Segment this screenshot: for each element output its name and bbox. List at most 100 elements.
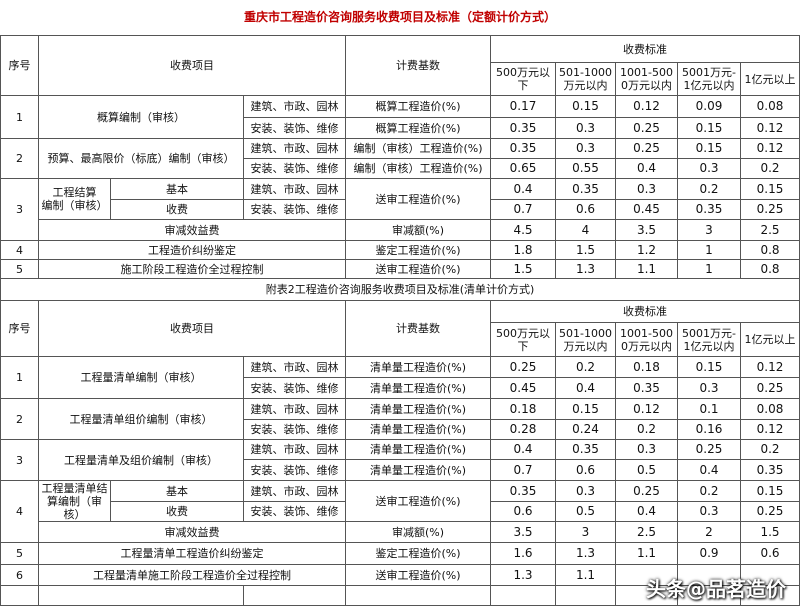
cell: 1 (677, 259, 741, 279)
cell: 2.5 (615, 521, 678, 543)
cell: 0.35 (677, 199, 741, 220)
cell: 0.45 (490, 377, 556, 399)
table-title: 重庆市工程造价咨询服务收费项目及标准（定额计价方式） (243, 10, 556, 24)
cell: 建筑、市政、园林 (243, 398, 346, 420)
cell: 工程结算 编制（审核） (38, 178, 111, 220)
cell: 1.1 (555, 564, 616, 586)
cell: 建筑、市政、园林 (243, 138, 346, 159)
cell: 0.25 (615, 480, 678, 502)
cell: 0.15 (677, 138, 741, 159)
cell: 0.08 (740, 95, 800, 118)
cell: 0.5 (615, 459, 678, 481)
cell: 0.2 (615, 419, 678, 440)
cell: 0.3 (677, 158, 741, 179)
cell: 收费项目 (38, 35, 346, 96)
cell: 0.7 (490, 459, 556, 481)
cell: 0.6 (555, 199, 616, 220)
cell: 4 (0, 480, 39, 543)
cell: 0.15 (740, 480, 800, 502)
cell: 5 (0, 259, 39, 279)
cell: 5001万元-1亿元以内 (677, 322, 741, 357)
cell: 1.8 (490, 240, 556, 260)
cell: 建筑、市政、园林 (243, 178, 346, 200)
cell: 0.12 (615, 95, 678, 118)
cell: 0.12 (740, 138, 800, 159)
cell: 安装、装饰、维修 (243, 117, 346, 139)
cell: 0.18 (615, 356, 678, 378)
cell: 安装、装饰、维修 (243, 419, 346, 440)
cell: 建筑、市政、园林 (243, 439, 346, 460)
cell: 安装、装饰、维修 (243, 459, 346, 481)
cell-text: 工程量清单结 (41, 481, 108, 495)
cell: 0.25 (677, 439, 741, 460)
cell: 1.3 (555, 542, 616, 565)
cell: 0.2 (677, 178, 741, 200)
cell (490, 585, 556, 606)
cell: 500万元以下 (490, 322, 556, 357)
cell: 送审工程造价(%) (345, 480, 491, 522)
cell: 安装、装饰、维修 (243, 501, 346, 522)
cell: 0.9 (677, 542, 741, 565)
cell: 4 (0, 240, 39, 260)
cell: 0.65 (490, 158, 556, 179)
cell: 序号 (0, 300, 39, 357)
cell: 501-1000万元以内 (555, 62, 616, 96)
cell: 5 (0, 542, 39, 565)
cell: 1001-5000万元以内 (615, 62, 678, 96)
cell: 0.15 (555, 95, 616, 118)
cell: 清单量工程造价(%) (345, 439, 491, 460)
cell: 0.8 (740, 259, 800, 279)
cell-text: 算编制（审核） (47, 494, 102, 521)
cell: 0.4 (677, 459, 741, 481)
cell (243, 585, 346, 606)
cell: 5001万元-1亿元以内 (677, 62, 741, 96)
cell: 审减效益费 (38, 521, 346, 543)
cell: 概算编制（审核） (38, 95, 244, 139)
cell: 鉴定工程造价(%) (345, 542, 491, 565)
cell: 3.5 (615, 219, 678, 241)
cell: 0.3 (615, 439, 678, 460)
cell: 收费标准 (490, 35, 800, 63)
cell: 建筑、市政、园林 (243, 95, 346, 118)
cell: 清单量工程造价(%) (345, 398, 491, 420)
cell: 送审工程造价(%) (345, 259, 491, 279)
cell: 工程造价纠纷鉴定 (38, 240, 346, 260)
cell: 0.15 (677, 117, 741, 139)
cell: 工程量清单组价编制（审核） (38, 398, 244, 440)
cell: 0.2 (740, 439, 800, 460)
cell: 1.3 (555, 259, 616, 279)
cell: 2 (677, 521, 741, 543)
cell: 3.5 (490, 521, 556, 543)
cell: 1.6 (490, 542, 556, 565)
cell: 工程量清单及组价编制（审核） (38, 439, 244, 481)
cell: 0.6 (740, 542, 800, 565)
cell: 收费 (110, 199, 244, 220)
cell: 0.45 (615, 199, 678, 220)
cell: 编制（审核）工程造价(%) (345, 158, 491, 179)
cell: 序号 (0, 35, 39, 96)
cell: 1.5 (740, 521, 800, 543)
cell: 0.35 (490, 138, 556, 159)
cell: 0.3 (555, 480, 616, 502)
cell: 3 (555, 521, 616, 543)
cell: 0.5 (555, 501, 616, 522)
cell: 0.28 (490, 419, 556, 440)
cell: 基本 (110, 178, 244, 200)
cell: 工程量清单施工阶段工程造价全过程控制 (38, 564, 346, 586)
cell: 审减效益费 (38, 219, 346, 241)
cell: 0.25 (740, 501, 800, 522)
cell: 1.1 (615, 259, 678, 279)
cell: 送审工程造价(%) (345, 564, 491, 586)
cell: 0.4 (615, 158, 678, 179)
cell: 鉴定工程造价(%) (345, 240, 491, 260)
cell: 1 (0, 356, 39, 399)
cell: 500万元以下 (490, 62, 556, 96)
cell: 6 (0, 564, 39, 586)
cell: 0.7 (490, 199, 556, 220)
cell: 501-1000万元以内 (555, 322, 616, 357)
cell: 4 (555, 219, 616, 241)
cell: 清单量工程造价(%) (345, 459, 491, 481)
cell: 工程量清单编制（审核） (38, 356, 244, 399)
cell: 0.15 (677, 356, 741, 378)
cell: 1 (677, 240, 741, 260)
